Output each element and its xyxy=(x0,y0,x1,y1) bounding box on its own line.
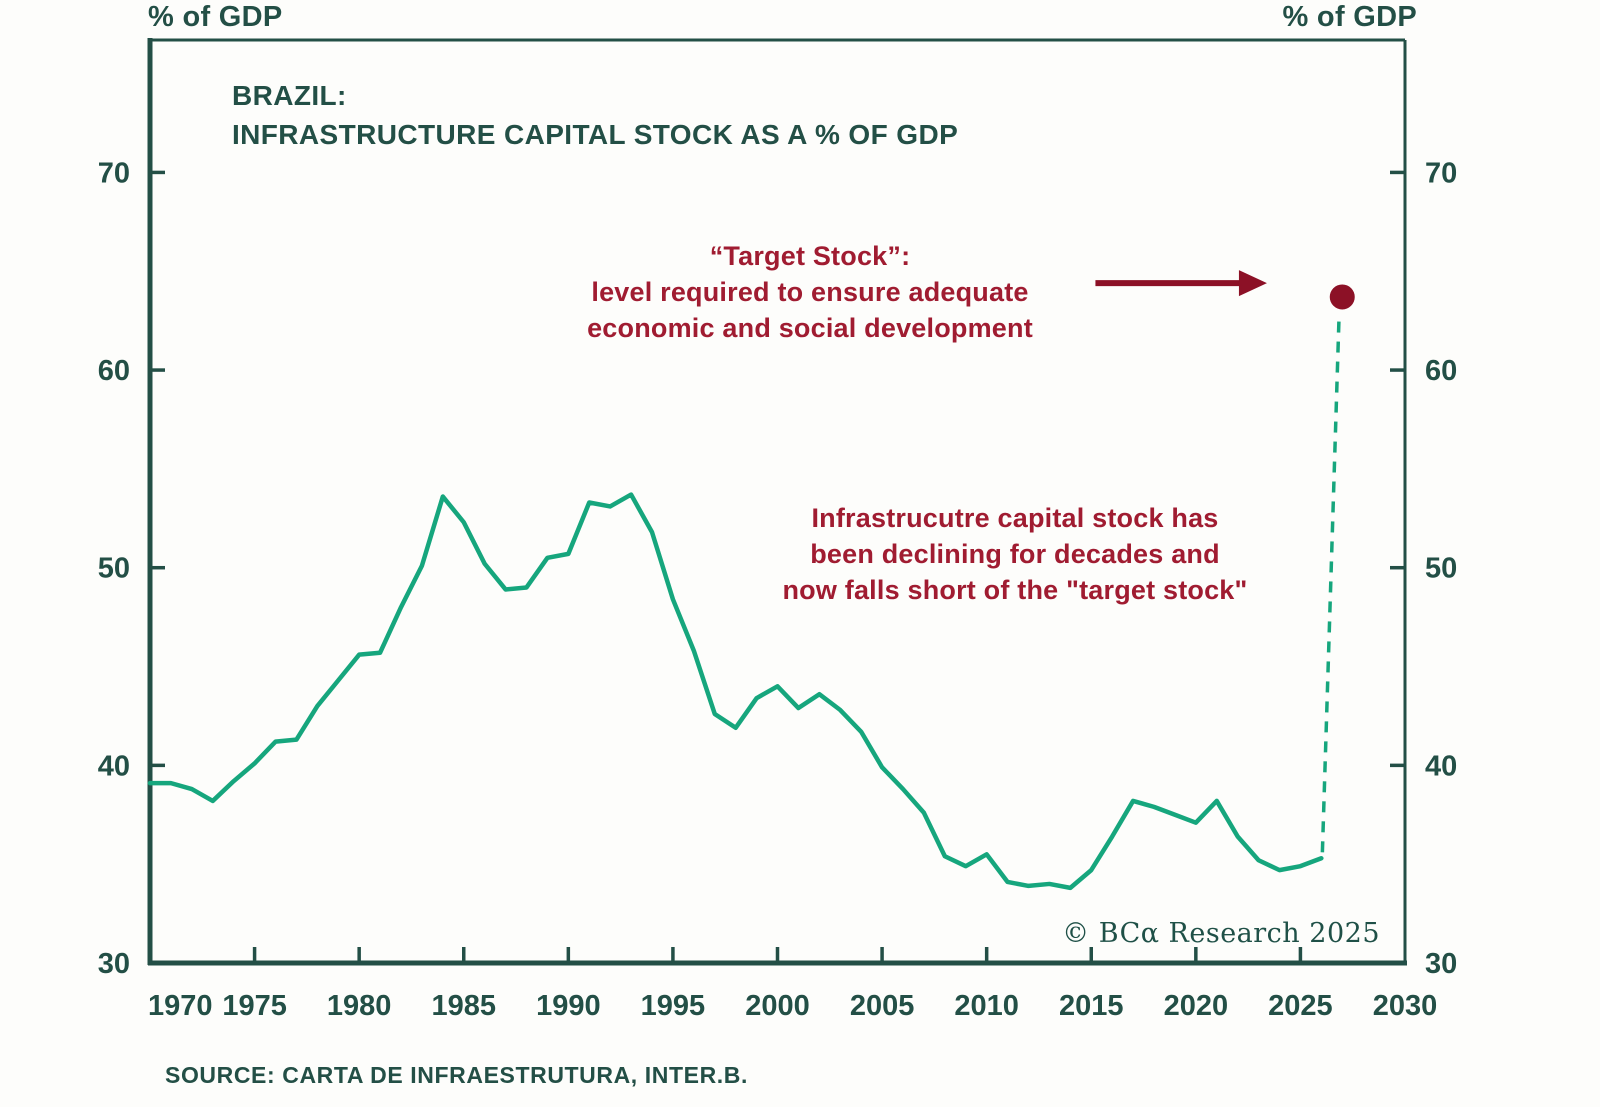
x-tick-label: 2015 xyxy=(1059,990,1124,1022)
chart-title-line1: BRAZIL: xyxy=(232,80,347,111)
x-tick-label: 2030 xyxy=(1373,990,1438,1022)
annotation-line: now falls short of the "target stock" xyxy=(782,575,1248,605)
y-tick-label-left: 40 xyxy=(98,750,130,782)
annotation-line: been declining for decades and xyxy=(810,539,1220,569)
x-tick-label: 1975 xyxy=(222,990,287,1022)
y-tick-label-right: 70 xyxy=(1425,157,1457,189)
x-tick-label: 1980 xyxy=(327,990,392,1022)
x-tick-label: 1995 xyxy=(641,990,706,1022)
y-tick-label-right: 30 xyxy=(1425,948,1457,980)
x-tick-label: 2020 xyxy=(1164,990,1229,1022)
chart-title-line2: INFRASTRUCTURE CAPITAL STOCK AS A % OF G… xyxy=(232,119,959,150)
y-tick-label-left: 50 xyxy=(98,553,130,585)
target-stock-dot xyxy=(1329,284,1355,310)
y-tick-label-right: 60 xyxy=(1425,355,1457,387)
x-tick-label: 2000 xyxy=(745,990,810,1022)
target-arrow-head xyxy=(1238,270,1267,297)
y-tick-label-left: 30 xyxy=(98,948,130,980)
series-line xyxy=(147,492,1324,891)
chart-title: BRAZIL: INFRASTRUCTURE CAPITAL STOCK AS … xyxy=(232,76,958,154)
source-label: SOURCE: CARTA DE INFRAESTRUTURA, INTER.B… xyxy=(165,1062,748,1088)
x-tick-label: 1970 xyxy=(148,990,213,1022)
y-axis-unit-label-left: % of GDP xyxy=(148,1,283,33)
x-tick-label: 2025 xyxy=(1268,990,1333,1022)
target-connector-line xyxy=(1320,314,1341,853)
x-tick-label: 1990 xyxy=(536,990,601,1022)
y-axis-unit-label-right: % of GDP xyxy=(1282,1,1417,33)
x-tick-label: 2010 xyxy=(954,990,1019,1022)
decline-annotation: Infrastrucutre capital stock has been de… xyxy=(755,500,1275,608)
target-stock-annotation: “Target Stock”: level required to ensure… xyxy=(500,238,1120,346)
x-tick-label: 1985 xyxy=(431,990,496,1022)
y-tick-label-left: 70 xyxy=(98,157,130,189)
y-tick-label-left: 60 xyxy=(98,355,130,387)
y-tick-label-right: 40 xyxy=(1425,750,1457,782)
annotation-line: economic and social development xyxy=(587,313,1033,343)
annotation-line: Infrastrucutre capital stock has xyxy=(811,503,1219,533)
annotation-line: “Target Stock”: xyxy=(709,241,911,271)
copyright-label: © BCα Research 2025 xyxy=(1062,918,1380,949)
annotation-line: level required to ensure adequate xyxy=(591,277,1029,307)
y-tick-label-right: 50 xyxy=(1425,553,1457,585)
x-tick-label: 2005 xyxy=(850,990,915,1022)
